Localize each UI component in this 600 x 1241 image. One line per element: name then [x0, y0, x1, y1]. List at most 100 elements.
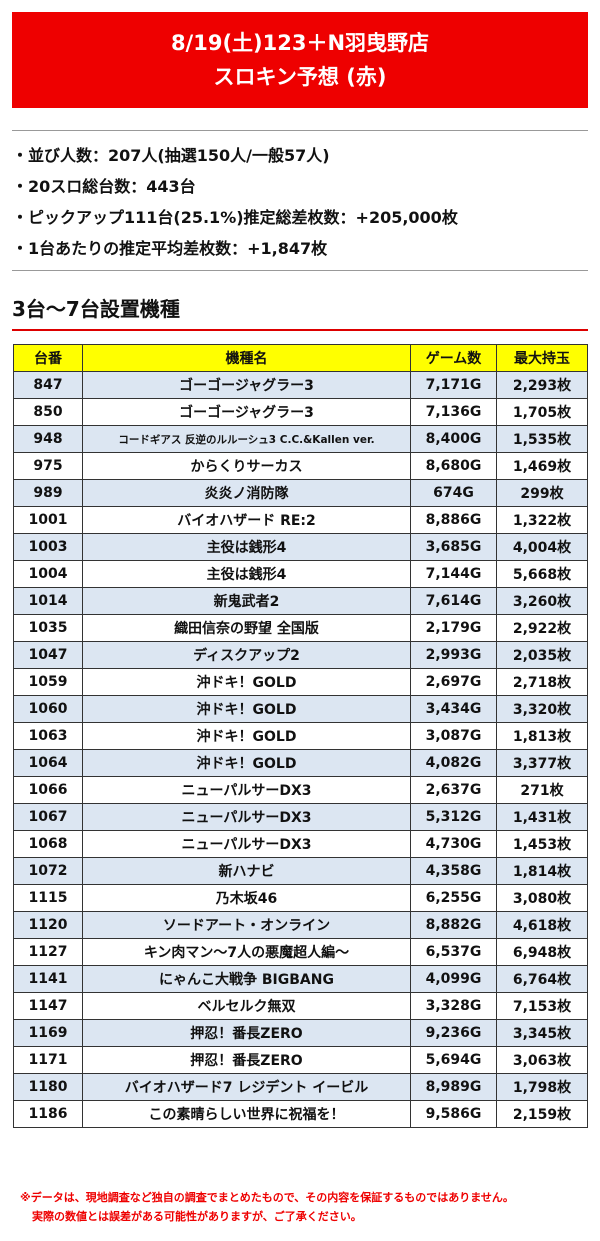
footnote-line2: 実際の数値とは誤差がある可能性がありますが、ご了承ください。: [32, 1210, 362, 1223]
summary-item-average: ・1台あたりの推定平均差枚数：+1,847枚: [12, 239, 328, 258]
cell-max-coins: 1,814枚: [496, 857, 588, 885]
table-row: 1047 ディスクアップ2 2,993G 2,035枚: [13, 641, 588, 669]
cell-game-count: 4,099G: [410, 965, 497, 993]
cell-game-count: 8,989G: [410, 1073, 497, 1101]
cell-game-count: 7,614G: [410, 587, 497, 615]
cell-max-coins: 2,159枚: [496, 1100, 588, 1128]
table-row: 1063 沖ドキ！GOLD 3,087G 1,813枚: [13, 722, 588, 750]
summary-bottom-divider: [12, 270, 588, 271]
table-row: 1004 主役は銭形4 7,144G 5,668枚: [13, 560, 588, 588]
table-row: 1115 乃木坂46 6,255G 3,080枚: [13, 884, 588, 912]
table-row: 1180 バイオハザード7 レジデント イービル 8,989G 1,798枚: [13, 1073, 588, 1101]
cell-machine-number: 1003: [13, 533, 83, 561]
cell-machine-number: 1169: [13, 1019, 83, 1047]
cell-machine-name: ゴーゴージャグラー3: [82, 371, 411, 399]
cell-game-count: 2,637G: [410, 776, 497, 804]
cell-machine-name: ニューパルサーDX3: [82, 776, 411, 804]
cell-machine-number: 1072: [13, 857, 83, 885]
cell-machine-number: 975: [13, 452, 83, 480]
cell-machine-number: 1059: [13, 668, 83, 696]
cell-machine-number: 1001: [13, 506, 83, 534]
cell-machine-name: バイオハザード7 レジデント イービル: [82, 1073, 411, 1101]
cell-machine-number: 1067: [13, 803, 83, 831]
cell-max-coins: 1,453枚: [496, 830, 588, 858]
table-header-row: 台番 機種名 ゲーム数 最大持玉: [13, 344, 588, 372]
cell-max-coins: 6,764枚: [496, 965, 588, 993]
cell-game-count: 4,730G: [410, 830, 497, 858]
cell-machine-name: 沖ドキ！GOLD: [82, 749, 411, 777]
table-row: 1186 この素晴らしい世界に祝福を！ 9,586G 2,159枚: [13, 1100, 588, 1128]
cell-machine-name: 押忍！番長ZERO: [82, 1019, 411, 1047]
cell-game-count: 2,697G: [410, 668, 497, 696]
cell-machine-number: 1115: [13, 884, 83, 912]
cell-game-count: 2,179G: [410, 614, 497, 642]
cell-game-count: 5,694G: [410, 1046, 497, 1074]
cell-machine-name: 主役は銭形4: [82, 533, 411, 561]
summary-list: ・並び人数：207人(抽選150人/一般57人) ・20スロ総台数：443台 ・…: [12, 142, 458, 266]
cell-max-coins: 3,377枚: [496, 749, 588, 777]
table-row: 1035 織田信奈の野望 全国版 2,179G 2,922枚: [13, 614, 588, 642]
cell-max-coins: 3,080枚: [496, 884, 588, 912]
cell-game-count: 6,537G: [410, 938, 497, 966]
cell-game-count: 8,882G: [410, 911, 497, 939]
cell-machine-name: キン肉マン～7人の悪魔超人編～: [82, 938, 411, 966]
cell-game-count: 3,434G: [410, 695, 497, 723]
table-row: 1120 ソードアート・オンライン 8,882G 4,618枚: [13, 911, 588, 939]
cell-game-count: 2,993G: [410, 641, 497, 669]
cell-machine-number: 1186: [13, 1100, 83, 1128]
cell-max-coins: 271枚: [496, 776, 588, 804]
cell-machine-name: ニューパルサーDX3: [82, 803, 411, 831]
cell-max-coins: 2,035枚: [496, 641, 588, 669]
cell-machine-number: 1060: [13, 695, 83, 723]
cell-machine-name: 炎炎ノ消防隊: [82, 479, 411, 507]
summary-item-total-machines: ・20スロ総台数：443台: [12, 177, 196, 196]
cell-machine-number: 948: [13, 425, 83, 453]
table-row: 989 炎炎ノ消防隊 674G 299枚: [13, 479, 588, 507]
cell-machine-name: 新鬼武者2: [82, 587, 411, 615]
cell-machine-number: 1047: [13, 641, 83, 669]
cell-machine-name: 沖ドキ！GOLD: [82, 695, 411, 723]
column-header-machine-number: 台番: [13, 344, 83, 372]
cell-machine-number: 1147: [13, 992, 83, 1020]
cell-machine-name: ベルセルク無双: [82, 992, 411, 1020]
cell-machine-name: 主役は銭形4: [82, 560, 411, 588]
cell-max-coins: 1,798枚: [496, 1073, 588, 1101]
cell-game-count: 8,886G: [410, 506, 497, 534]
cell-machine-number: 1035: [13, 614, 83, 642]
cell-max-coins: 3,345枚: [496, 1019, 588, 1047]
cell-game-count: 7,144G: [410, 560, 497, 588]
cell-game-count: 7,136G: [410, 398, 497, 426]
cell-game-count: 3,087G: [410, 722, 497, 750]
machine-table: 台番 機種名 ゲーム数 最大持玉 847 ゴーゴージャグラー3 7,171G 2,29…: [13, 344, 588, 1128]
table-row: 1064 沖ドキ！GOLD 4,082G 3,377枚: [13, 749, 588, 777]
cell-game-count: 4,082G: [410, 749, 497, 777]
cell-machine-number: 1066: [13, 776, 83, 804]
column-header-max-coins: 最大持玉: [496, 344, 588, 372]
table-row: 1060 沖ドキ！GOLD 3,434G 3,320枚: [13, 695, 588, 723]
cell-game-count: 6,255G: [410, 884, 497, 912]
cell-max-coins: 299枚: [496, 479, 588, 507]
cell-max-coins: 3,320枚: [496, 695, 588, 723]
cell-max-coins: 1,322枚: [496, 506, 588, 534]
cell-machine-number: 850: [13, 398, 83, 426]
page-header: 8/19(土)123＋N羽曳野店 スロキン予想 (赤): [12, 12, 588, 108]
column-header-machine-name: 機種名: [82, 344, 411, 372]
cell-max-coins: 1,705枚: [496, 398, 588, 426]
cell-game-count: 4,358G: [410, 857, 497, 885]
cell-machine-number: 1014: [13, 587, 83, 615]
cell-machine-name: にゃんこ大戦争 BIGBANG: [82, 965, 411, 993]
cell-game-count: 3,328G: [410, 992, 497, 1020]
table-row: 1066 ニューパルサーDX3 2,637G 271枚: [13, 776, 588, 804]
cell-game-count: 3,685G: [410, 533, 497, 561]
cell-max-coins: 7,153枚: [496, 992, 588, 1020]
cell-machine-number: 1064: [13, 749, 83, 777]
cell-machine-name: バイオハザード RE:2: [82, 506, 411, 534]
header-title-line1: 8/19(土)123＋N羽曳野店: [170, 31, 430, 55]
cell-game-count: 8,400G: [410, 425, 497, 453]
cell-max-coins: 4,618枚: [496, 911, 588, 939]
column-header-game-count: ゲーム数: [410, 344, 497, 372]
table-row: 1127 キン肉マン～7人の悪魔超人編～ 6,537G 6,948枚: [13, 938, 588, 966]
cell-machine-name: この素晴らしい世界に祝福を！: [82, 1100, 411, 1128]
cell-machine-name: 沖ドキ！GOLD: [82, 722, 411, 750]
cell-machine-name: ゴーゴージャグラー3: [82, 398, 411, 426]
